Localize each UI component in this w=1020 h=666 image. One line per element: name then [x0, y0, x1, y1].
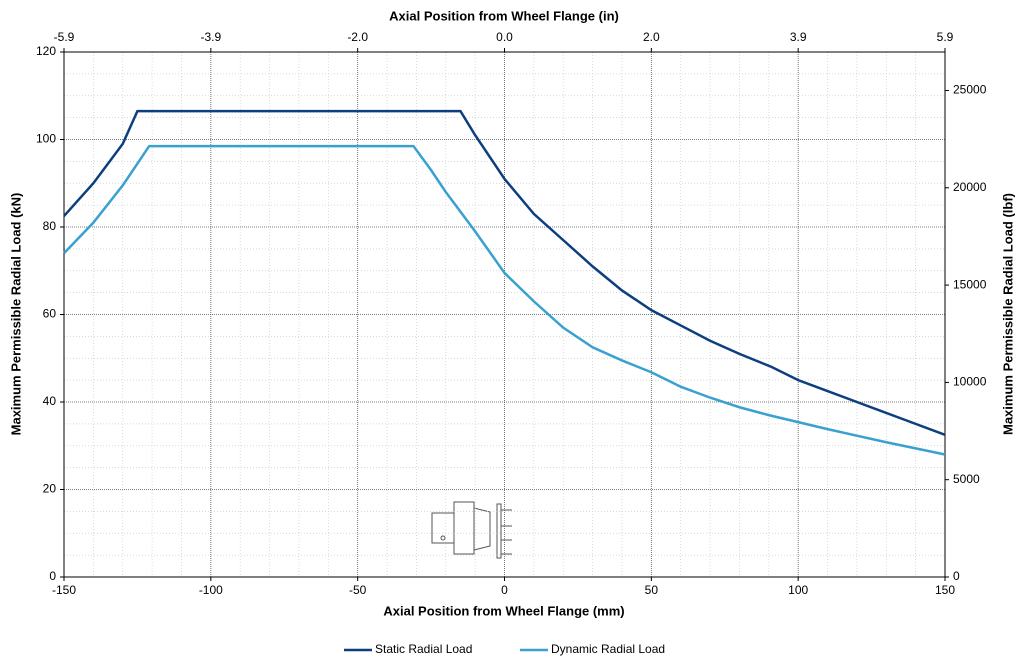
- y2-tick-label: 25000: [953, 83, 987, 97]
- x-tick-label: -50: [349, 583, 367, 597]
- data-line: [63, 144, 946, 456]
- y-tick-label: 60: [43, 307, 57, 321]
- y2-tick-label: 15000: [953, 277, 987, 291]
- y2-tick-label: 20000: [953, 180, 987, 194]
- x-tick-label: -150: [52, 583, 76, 597]
- x-tick-label: 0: [501, 583, 508, 597]
- y2-tick-label: 5000: [953, 472, 980, 486]
- data-line: [63, 109, 946, 436]
- y-tick-label: 20: [43, 482, 57, 496]
- x2-tick-label: 3.9: [790, 30, 807, 44]
- legend-label: Dynamic Radial Load: [551, 642, 665, 656]
- bearing-icon: [431, 501, 512, 559]
- x2-tick-label: -2.0: [347, 30, 368, 44]
- x-tick-label: 50: [645, 583, 659, 597]
- x2-tick-label: 2.0: [643, 30, 660, 44]
- x2-tick-label: -5.9: [54, 30, 75, 44]
- y2-tick-label: 0: [953, 569, 960, 583]
- plot-frame: [63, 51, 946, 578]
- y-tick-label: 120: [36, 44, 56, 58]
- y-tick-label: 0: [49, 569, 56, 583]
- x2-axis-title: Axial Position from Wheel Flange (in): [389, 8, 619, 23]
- x-axis-title: Axial Position from Wheel Flange (mm): [383, 603, 624, 618]
- x-tick-label: 100: [788, 583, 808, 597]
- y2-tick-label: 10000: [953, 375, 987, 389]
- x2-tick-label: -3.9: [200, 30, 221, 44]
- y-axis-title: Maximum Permissible Radial Load (kN): [8, 193, 23, 436]
- x2-tick-label: 0.0: [496, 30, 513, 44]
- legend-label: Static Radial Load: [375, 642, 472, 656]
- x-tick-label: -100: [199, 583, 223, 597]
- x-tick-label: 150: [935, 583, 955, 597]
- y-tick-label: 100: [36, 132, 56, 146]
- y-tick-label: 80: [43, 219, 57, 233]
- x2-tick-label: 5.9: [937, 30, 954, 44]
- y-tick-label: 40: [43, 394, 57, 408]
- y2-axis-title: Maximum Permissible Radial Load (lbf): [1000, 193, 1015, 435]
